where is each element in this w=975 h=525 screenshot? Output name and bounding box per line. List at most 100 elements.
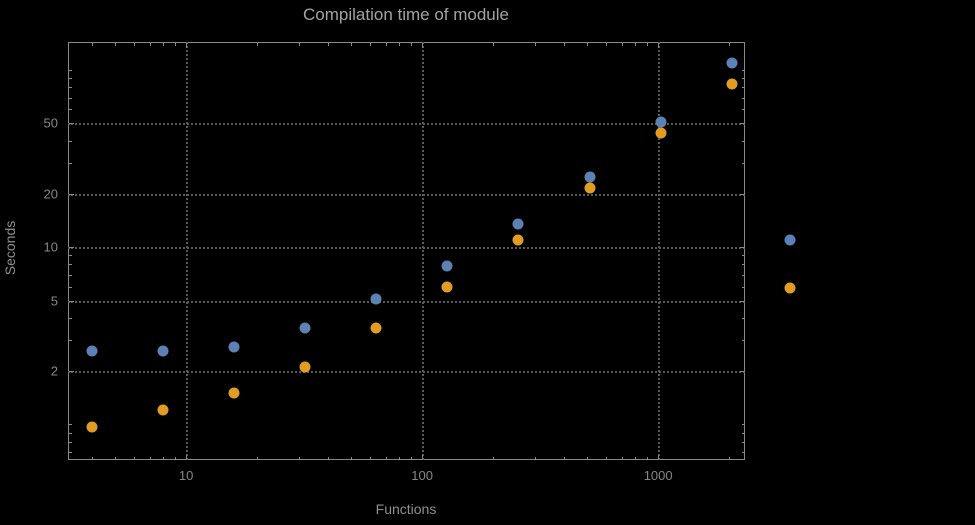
x-tick-minor xyxy=(635,43,637,46)
x-tick-minor xyxy=(115,43,117,46)
y-tick-minor xyxy=(69,441,72,443)
y-gridline xyxy=(68,193,745,196)
y-gridline xyxy=(68,123,745,126)
x-gridline xyxy=(422,42,425,460)
x-axis-label: Functions xyxy=(375,501,437,517)
x-tick-major xyxy=(658,43,660,48)
y-axis-label: Seconds xyxy=(2,220,18,276)
x-tick-minor xyxy=(564,43,566,46)
x-tick-minor xyxy=(149,43,151,46)
data-point-series-orange xyxy=(584,182,596,194)
y-tick-minor xyxy=(69,97,72,99)
legend-marker-series-orange xyxy=(784,282,796,294)
y-tick-minor xyxy=(742,97,745,99)
x-tick-minor xyxy=(257,457,259,460)
x-tick-major xyxy=(658,455,660,460)
y-tick-minor xyxy=(742,70,745,72)
x-tick-minor xyxy=(411,43,413,46)
y-tick-minor xyxy=(742,317,745,319)
data-point-series-blue xyxy=(157,345,169,357)
y-tick-minor xyxy=(69,317,72,319)
x-tick-major xyxy=(186,455,188,460)
x-tick-label: 10 xyxy=(178,468,194,483)
x-tick-minor xyxy=(411,457,413,460)
x-tick-minor xyxy=(647,43,649,46)
y-tick-minor xyxy=(742,274,745,276)
y-tick-major xyxy=(69,300,74,302)
x-tick-minor xyxy=(163,457,165,460)
y-tick-minor xyxy=(69,286,72,288)
y-tick-minor xyxy=(69,274,72,276)
y-tick-minor xyxy=(69,451,72,453)
data-point-series-blue xyxy=(655,116,667,128)
y-tick-minor xyxy=(742,255,745,257)
legend-marker-series-blue xyxy=(784,234,796,246)
x-gridline xyxy=(186,42,189,460)
y-tick-minor xyxy=(69,109,72,111)
x-tick-minor xyxy=(369,457,371,460)
y-tick-minor xyxy=(69,424,72,426)
data-point-series-orange xyxy=(86,421,98,433)
y-tick-minor xyxy=(742,441,745,443)
plot-frame xyxy=(68,42,745,460)
x-tick-minor xyxy=(399,457,401,460)
y-tick-minor xyxy=(742,339,745,341)
x-tick-minor xyxy=(351,43,353,46)
x-tick-minor xyxy=(647,457,649,460)
data-point-series-orange xyxy=(512,234,524,246)
y-tick-major xyxy=(69,123,74,125)
x-tick-minor xyxy=(605,457,607,460)
data-point-series-blue xyxy=(584,171,596,183)
y-tick-label: 50 xyxy=(43,115,58,131)
x-tick-minor xyxy=(385,43,387,46)
x-tick-minor xyxy=(298,457,300,460)
data-point-series-blue xyxy=(370,293,382,305)
data-point-series-orange xyxy=(299,361,311,373)
chart-title: Compilation time of module xyxy=(303,5,509,24)
y-tick-minor xyxy=(742,78,745,80)
x-tick-major xyxy=(422,455,424,460)
x-tick-minor xyxy=(175,43,177,46)
x-tick-minor xyxy=(587,43,589,46)
y-tick-label: 10 xyxy=(43,239,58,255)
x-tick-minor xyxy=(385,457,387,460)
y-tick-minor xyxy=(742,264,745,266)
data-point-series-blue xyxy=(441,260,453,272)
x-gridline xyxy=(658,42,661,460)
y-tick-minor xyxy=(69,78,72,80)
x-tick-minor xyxy=(587,457,589,460)
x-tick-minor xyxy=(133,457,135,460)
x-tick-minor xyxy=(328,457,330,460)
x-tick-minor xyxy=(92,43,94,46)
x-tick-minor xyxy=(605,43,607,46)
y-tick-minor xyxy=(742,162,745,164)
x-tick-minor xyxy=(92,457,94,460)
y-tick-minor xyxy=(69,162,72,164)
x-tick-minor xyxy=(298,43,300,46)
x-tick-minor xyxy=(351,457,353,460)
x-tick-minor xyxy=(534,43,536,46)
y-tick-major xyxy=(740,123,745,125)
x-tick-major xyxy=(422,43,424,48)
y-tick-major xyxy=(69,247,74,249)
y-tick-minor xyxy=(69,339,72,341)
x-tick-minor xyxy=(493,457,495,460)
y-tick-label: 5 xyxy=(50,293,58,309)
y-tick-minor xyxy=(69,264,72,266)
x-tick-minor xyxy=(115,457,117,460)
x-tick-minor xyxy=(163,43,165,46)
y-gridline xyxy=(68,371,745,374)
x-tick-minor xyxy=(729,457,731,460)
y-tick-minor xyxy=(742,87,745,89)
y-tick-label: 20 xyxy=(43,186,58,202)
data-point-series-blue xyxy=(299,322,311,334)
y-tick-minor xyxy=(742,109,745,111)
x-tick-minor xyxy=(635,457,637,460)
x-tick-minor xyxy=(729,43,731,46)
x-tick-minor xyxy=(534,457,536,460)
data-point-series-orange xyxy=(157,404,169,416)
y-tick-minor xyxy=(742,432,745,434)
y-tick-major xyxy=(69,193,74,195)
y-tick-minor xyxy=(742,286,745,288)
